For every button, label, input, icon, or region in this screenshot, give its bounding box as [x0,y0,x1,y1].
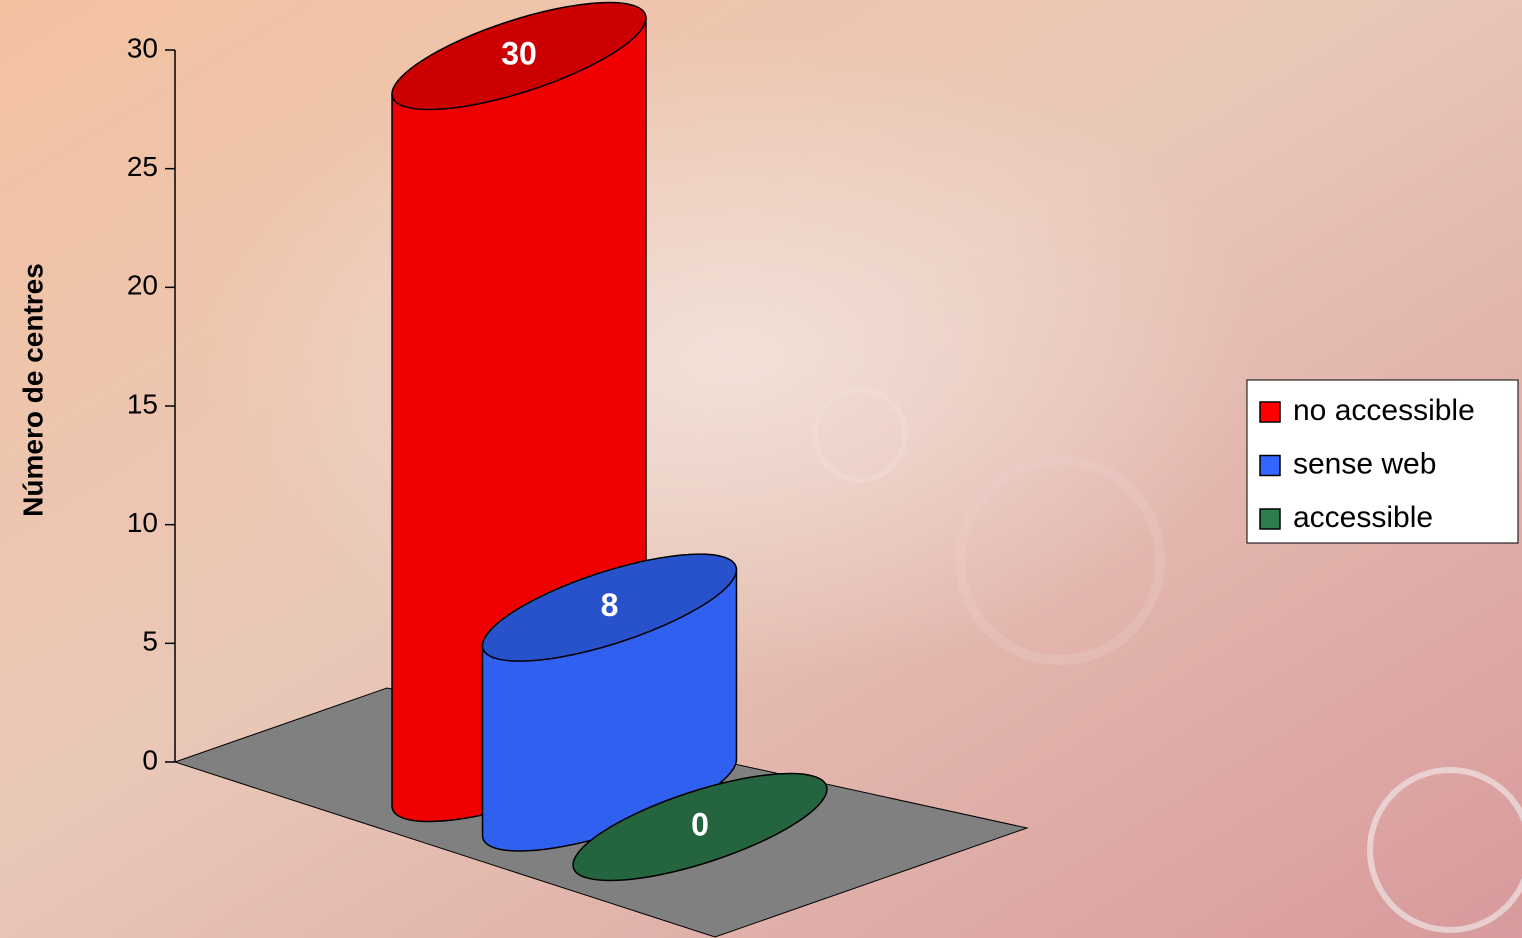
data-label: 30 [501,35,537,71]
cylinder-top [391,1,647,111]
cylinder-top [572,772,828,882]
legend-label: accessible [1293,501,1433,534]
y-tick-label: 25 [127,151,158,182]
legend-swatch [1259,401,1281,423]
decoration [1367,767,1522,933]
decoration [955,455,1165,665]
data-label: 8 [601,587,619,623]
legend [1246,379,1519,544]
cylinder-top-shade [482,554,737,662]
cylinder-top-shade [392,2,646,110]
y-tick-label: 5 [142,626,158,657]
y-tick-label: 15 [127,388,158,419]
cylinder-top [481,553,738,662]
legend-label: sense web [1293,447,1436,480]
legend-swatch [1259,454,1281,477]
decoration [812,387,908,483]
y-tick-label: 30 [127,32,158,63]
legend-label: no accessible [1293,394,1475,427]
y-tick-label: 0 [142,744,158,775]
legend-swatch [1259,508,1281,530]
y-tick-label: 20 [127,270,158,301]
y-tick-label: 10 [127,507,158,538]
cylinder-top-shade [573,773,827,881]
data-label: 0 [691,806,709,842]
y-axis-label: Número de centres [17,263,48,517]
